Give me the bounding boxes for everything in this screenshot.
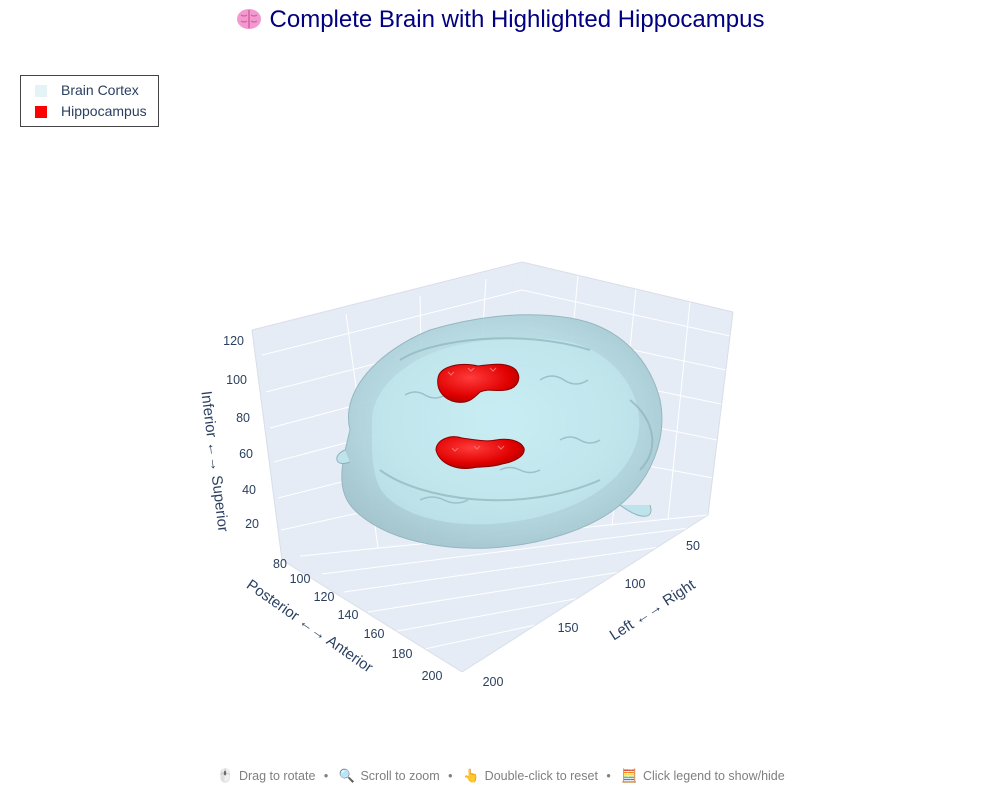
floor-pane	[282, 515, 708, 672]
y-tick: 180	[392, 647, 413, 661]
hippocampus-surface[interactable]	[435, 363, 525, 469]
z-tick: 60	[239, 447, 253, 461]
z-tick: 120	[223, 334, 244, 348]
magnifier-icon: 🔍	[338, 768, 355, 783]
x-axis: 50 100 150 200	[483, 539, 700, 689]
instructions-footer: 🖱️ Drag to rotate • 🔍 Scroll to zoom • 👆…	[0, 768, 1000, 784]
y-tick: 80	[273, 557, 287, 571]
pointing-hand-icon: 👆	[463, 768, 480, 783]
legend-item-hippocampus[interactable]: Hippocampus	[21, 102, 160, 123]
chart-title-text: Complete Brain with Highlighted Hippocam…	[269, 6, 765, 33]
footer-zoom: Scroll to zoom	[360, 769, 440, 783]
y-tick: 120	[314, 590, 335, 604]
brain-icon	[236, 9, 261, 29]
footer-reset: Double-click to reset	[484, 769, 598, 783]
legend-swatch	[35, 106, 47, 118]
z-tick: 100	[226, 373, 247, 387]
y-tick: 100	[290, 572, 311, 586]
legend-swatch	[35, 85, 47, 97]
legend-item-brain-cortex[interactable]: Brain Cortex	[21, 81, 160, 102]
legend-label: Brain Cortex	[61, 82, 139, 98]
hippocampus-upper[interactable]	[437, 363, 520, 403]
x-tick: 150	[558, 621, 579, 635]
legend-label: Hippocampus	[61, 103, 147, 119]
x-axis-label: Left ←→ Right	[607, 576, 699, 644]
y-axis: 80 100 120 140 160 180 200	[273, 557, 442, 683]
x-tick: 50	[686, 539, 700, 553]
chart-title: Complete Brain with Highlighted Hippocam…	[0, 6, 1000, 34]
footer-separator: •	[448, 769, 453, 783]
calculator-icon: 🧮	[621, 768, 638, 783]
footer-separator: •	[323, 769, 329, 783]
z-tick: 20	[245, 517, 259, 531]
mouse-icon: 🖱️	[217, 768, 234, 783]
z-axis-label: Inferior ←→ Superior	[197, 390, 231, 533]
x-tick: 200	[483, 675, 504, 689]
x-tick: 100	[625, 577, 646, 591]
z-axis: 120 100 80 60 40 20	[223, 334, 259, 531]
footer-separator: •	[606, 769, 611, 783]
footer-rotate: Drag to rotate	[238, 769, 316, 783]
z-tick: 80	[236, 411, 250, 425]
legend: Brain Cortex Hippocampus	[20, 75, 159, 127]
footer-legend: Click legend to show/hide	[642, 769, 785, 783]
y-tick: 140	[338, 608, 359, 622]
hippocampus-lower[interactable]	[435, 436, 525, 469]
y-tick: 160	[364, 627, 385, 641]
axis-frame	[251, 261, 734, 673]
y-tick: 200	[422, 669, 443, 683]
z-tick: 40	[242, 483, 256, 497]
